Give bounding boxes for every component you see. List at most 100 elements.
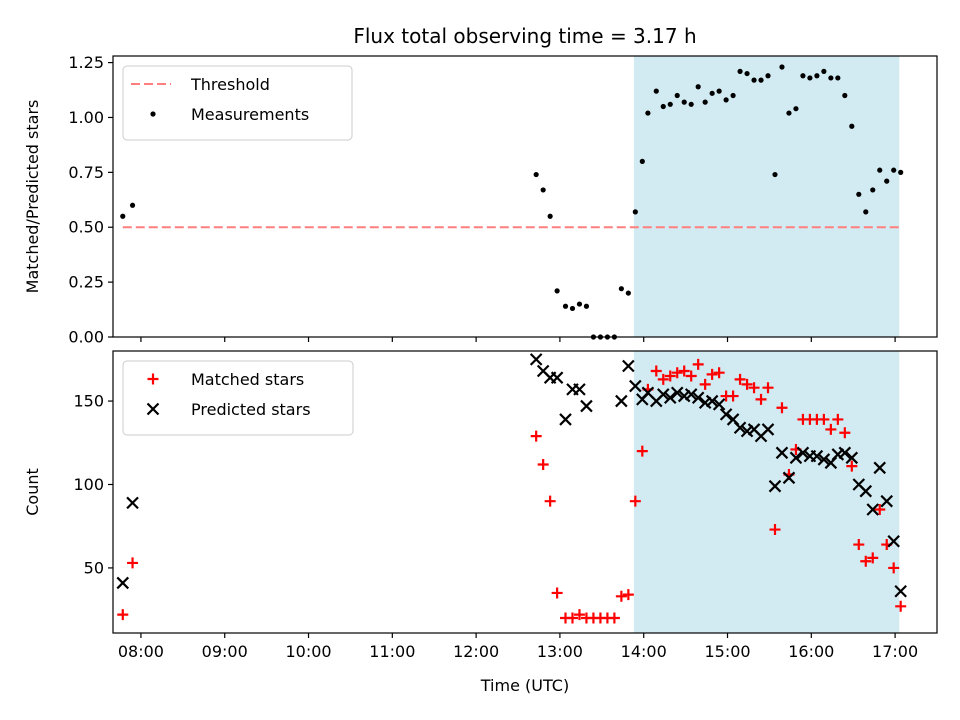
data-point — [734, 373, 746, 385]
data-point — [793, 106, 799, 112]
data-point — [845, 451, 859, 465]
data-point — [569, 305, 576, 312]
data-point — [639, 158, 645, 164]
data-point — [573, 609, 585, 621]
y-tick-label: 50 — [84, 558, 104, 577]
data-point — [636, 445, 648, 457]
y-tick-label: 0.75 — [68, 163, 104, 182]
y-axis-title: Matched/Predicted stars — [23, 100, 42, 294]
data-point — [625, 290, 631, 296]
data-point — [656, 388, 670, 401]
data-point — [580, 399, 593, 413]
data-point — [825, 423, 837, 435]
data-point — [540, 187, 546, 193]
data-point — [891, 167, 897, 173]
data-point — [838, 446, 852, 460]
data-point — [888, 562, 900, 574]
data-point — [116, 576, 130, 590]
x-tick-label: 13:00 — [537, 642, 583, 661]
data-point — [776, 402, 788, 414]
data-point — [562, 303, 569, 309]
data-point — [583, 303, 590, 309]
data-point — [758, 77, 764, 83]
data-point — [699, 378, 711, 390]
data-point — [126, 496, 139, 510]
y-tick-label: 0.00 — [68, 328, 104, 347]
legend-label: Threshold — [190, 75, 270, 94]
x-axis-title: Time (UTC) — [480, 676, 569, 695]
data-point — [863, 209, 869, 215]
data-point — [530, 430, 542, 442]
data-point — [800, 73, 806, 79]
data-point — [761, 423, 775, 436]
x-tick-label: 15:00 — [704, 642, 750, 661]
data-point — [719, 408, 733, 421]
legend: Threshold Measurements — [122, 65, 353, 141]
data-point — [615, 394, 628, 408]
data-point — [664, 370, 676, 382]
x-tick-label: 16:00 — [788, 642, 834, 661]
legend-marker — [150, 111, 156, 117]
series-matched-stars — [117, 358, 907, 624]
data-point — [554, 288, 560, 294]
data-point — [660, 103, 666, 110]
data-point — [873, 461, 887, 475]
data-point — [632, 209, 638, 215]
data-point — [839, 427, 851, 439]
legend-label: Measurements — [191, 105, 309, 124]
x-tick-label: 12:00 — [453, 642, 499, 661]
data-point — [670, 386, 684, 399]
data-point — [645, 110, 651, 116]
data-point — [688, 101, 694, 107]
data-point — [691, 391, 705, 404]
data-point — [702, 99, 708, 105]
data-point — [674, 92, 680, 99]
data-point — [835, 75, 841, 81]
data-point — [877, 167, 883, 173]
data-point — [117, 609, 129, 621]
data-point — [695, 84, 701, 90]
data-point — [818, 413, 830, 425]
count-panel: 50 100 150 08:00 09:00 10:00 11:00 12:00 13:00 14… — [23, 350, 938, 661]
data-point — [709, 90, 715, 96]
data-point — [533, 171, 539, 178]
series-measurements — [120, 64, 904, 340]
data-point — [867, 552, 879, 564]
data-point — [821, 68, 827, 74]
y-tick-label: 0.50 — [68, 218, 104, 237]
legend-marker — [147, 373, 159, 385]
x-tick-label: 14:00 — [621, 642, 667, 661]
data-point — [706, 368, 718, 380]
data-point — [782, 471, 796, 485]
data-point — [741, 378, 753, 390]
highlight-span — [633, 351, 900, 633]
data-point — [762, 382, 774, 394]
data-point — [898, 169, 904, 175]
data-point — [529, 353, 543, 366]
x-tick-label: 10:00 — [285, 642, 331, 661]
data-point — [807, 75, 813, 81]
data-point — [608, 612, 620, 624]
data-point — [775, 446, 789, 460]
y-axis-title: Count — [23, 468, 42, 516]
data-point — [779, 64, 785, 70]
data-point — [860, 555, 872, 567]
series-predicted-stars — [116, 353, 907, 598]
data-point — [895, 600, 907, 612]
legend: Matched stars Predicted stars — [122, 360, 354, 436]
plot-frame — [112, 350, 938, 634]
data-point — [894, 585, 907, 598]
legend-box — [122, 65, 353, 141]
data-point — [576, 301, 583, 307]
data-point — [744, 70, 750, 77]
data-point — [768, 479, 782, 493]
data-point — [537, 458, 549, 470]
data-point — [547, 213, 553, 219]
data-point — [550, 371, 564, 384]
data-point — [727, 390, 739, 402]
data-point — [684, 388, 698, 401]
y-tick-label: 0.25 — [68, 273, 104, 292]
data-point — [622, 589, 634, 601]
y-tick-label: 1.25 — [68, 53, 104, 72]
